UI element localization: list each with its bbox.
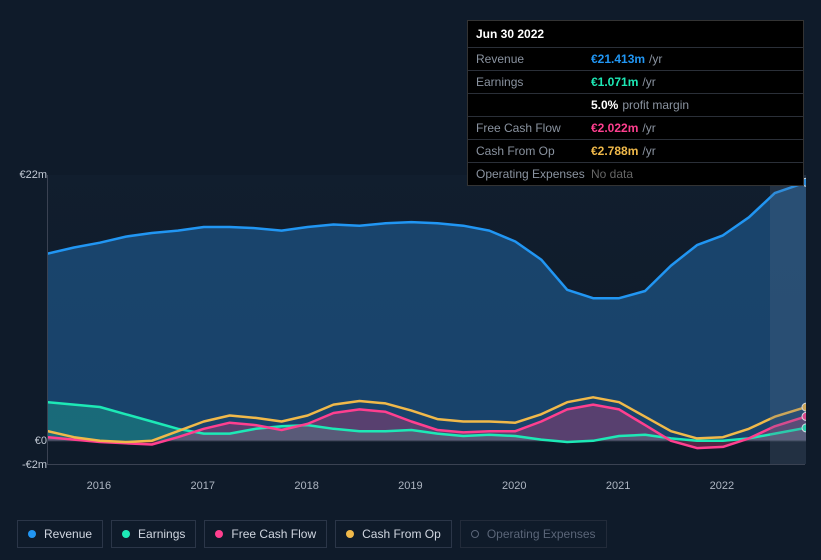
tooltip-subrow: 5.0% profit margin [468,94,803,117]
tooltip-row-value: No data [591,167,633,181]
tooltip-row: Cash From Op€2.788m/yr [468,140,803,163]
legend-item-fcf[interactable]: Free Cash Flow [204,520,327,548]
legend-item-label: Revenue [44,527,92,541]
chart-x-tick-label: 2019 [398,480,422,492]
tooltip-row-value: €2.022m [591,121,638,135]
legend-item-opex[interactable]: Operating Expenses [460,520,607,548]
chart-legend: Revenue Earnings Free Cash Flow Cash From O… [17,520,607,548]
tooltip-row-suffix: /yr [642,144,655,158]
legend-item-cfo[interactable]: Cash From Op [335,520,452,548]
tooltip-row-suffix: /yr [642,121,655,135]
chart-marker-earnings [802,424,806,432]
tooltip-row-label: Earnings [476,75,591,89]
tooltip-date: Jun 30 2022 [468,21,803,48]
legend-swatch-icon [122,530,130,538]
tooltip-row-suffix: /yr [649,52,662,66]
legend-swatch-icon [471,530,479,538]
legend-item-earnings[interactable]: Earnings [111,520,196,548]
chart-y-tick-label: €22m [19,169,47,181]
chart-x-tick-label: 2021 [606,480,630,492]
chart-y-tick-label: €0 [35,435,47,447]
legend-item-label: Free Cash Flow [231,527,316,541]
tooltip-row-value: €1.071m [591,75,638,89]
chart-tooltip: Jun 30 2022 Revenue€21.413m/yrEarnings€1… [467,20,804,186]
legend-item-label: Earnings [138,527,185,541]
tooltip-row: Free Cash Flow€2.022m/yr [468,117,803,140]
chart-y-tick-label: -€2m [22,459,47,471]
tooltip-row: Earnings€1.071m/yr [468,71,803,94]
legend-swatch-icon [28,530,36,538]
chart-x-tick-label: 2018 [294,480,318,492]
tooltip-subrow-spacer [476,98,591,112]
tooltip-row-label: Operating Expenses [476,167,591,181]
tooltip-row-suffix: /yr [642,75,655,89]
chart-x-tick-label: 2020 [502,480,526,492]
tooltip-row-label: Cash From Op [476,144,591,158]
chart-x-tick-label: 2016 [87,480,111,492]
chart-marker-cfo [802,403,806,411]
legend-item-label: Operating Expenses [487,527,596,541]
tooltip-row-value: €2.788m [591,144,638,158]
earnings-revenue-chart: €22m €0 -€2m 2016 2017 2018 2019 2020 2021 2022 [17,160,807,500]
chart-plot-area[interactable] [47,175,805,465]
chart-marker-fcf [802,412,806,420]
tooltip-row-value: €21.413m [591,52,645,66]
tooltip-row: Operating ExpensesNo data [468,163,803,185]
legend-swatch-icon [215,530,223,538]
tooltip-row-label: Revenue [476,52,591,66]
chart-x-tick-label: 2022 [710,480,734,492]
tooltip-subrow-suffix: profit margin [622,98,689,112]
tooltip-row: Revenue€21.413m/yr [468,48,803,71]
chart-x-tick-label: 2017 [191,480,215,492]
tooltip-row-label: Free Cash Flow [476,121,591,135]
chart-area-revenue [48,182,806,441]
legend-item-revenue[interactable]: Revenue [17,520,103,548]
chart-x-axis: 2016 2017 2018 2019 2020 2021 2022 [47,480,805,498]
legend-item-label: Cash From Op [362,527,441,541]
tooltip-subrow-value: 5.0% [591,98,618,112]
legend-swatch-icon [346,530,354,538]
